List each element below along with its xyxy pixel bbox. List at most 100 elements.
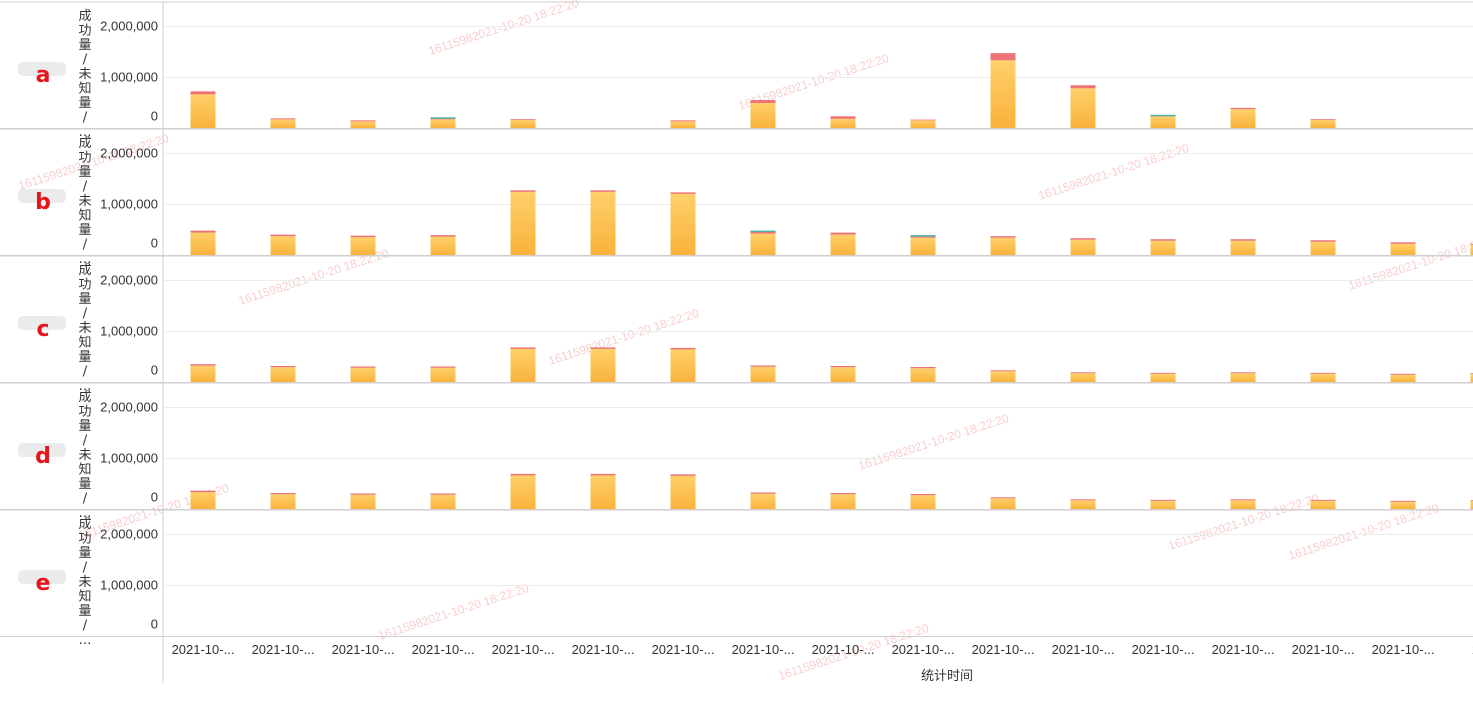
bar-success	[830, 494, 856, 509]
bar-success	[670, 349, 696, 382]
bar-success	[190, 94, 216, 128]
x-tick-label: 2021-10-...	[172, 642, 235, 657]
bar-unknown	[750, 365, 776, 367]
bar-success	[510, 191, 536, 255]
bar-unknown	[910, 236, 936, 238]
bar-unknown	[750, 231, 776, 234]
bar-success	[670, 475, 696, 509]
y-tick-label: 1,000,000	[100, 70, 158, 85]
y-axis-title-char: 量	[78, 419, 91, 434]
y-axis-title-char: 成	[78, 517, 91, 532]
y-axis-title-char: 成	[78, 136, 91, 151]
bar-success	[990, 237, 1016, 255]
y-tick-label: 2,000,000	[100, 273, 158, 288]
bar-unknown	[510, 347, 536, 349]
y-tick-label: 1,000,000	[100, 451, 158, 466]
bar-unknown	[910, 119, 936, 121]
bar-unknown	[670, 192, 696, 194]
bar-unknown	[270, 365, 296, 368]
bar-unknown	[350, 235, 376, 238]
row-label-d: d	[35, 444, 51, 469]
bar-unknown	[1230, 372, 1256, 374]
bar-unknown	[670, 347, 696, 350]
bar-success	[1230, 373, 1256, 382]
bar-unknown	[910, 366, 936, 369]
x-tick-label: 2021-10-...	[1132, 642, 1195, 657]
bar-unknown	[1070, 85, 1096, 89]
bar-unknown	[1230, 499, 1256, 501]
x-tick-label: 2021-10-...	[892, 642, 955, 657]
bar-success	[430, 367, 456, 382]
bar-unknown	[190, 364, 216, 366]
bar-other	[750, 230, 776, 233]
row-label-blur	[18, 62, 66, 76]
row-label-blur	[18, 570, 66, 584]
bar-success	[830, 367, 856, 382]
bar-unknown	[430, 235, 456, 237]
bar-unknown	[1230, 239, 1256, 241]
watermark-text: 16115982021-10-20 18:22:20	[17, 131, 171, 193]
y-tick-label: 1,000,000	[100, 578, 158, 593]
y-tick-label: 1,000,000	[100, 197, 158, 212]
bar-success	[510, 475, 536, 509]
bar-unknown	[430, 493, 456, 495]
bar-success	[590, 475, 616, 509]
bar-success	[270, 494, 296, 509]
bar-success	[990, 60, 1016, 128]
y-axis-title-char: /	[83, 492, 88, 507]
bar-success	[750, 103, 776, 128]
bar-success	[1390, 501, 1416, 509]
y-axis-title-char: 知	[78, 462, 91, 478]
bar-unknown	[910, 493, 936, 496]
bar-success	[190, 232, 216, 255]
y-tick-label: 0	[151, 617, 158, 632]
x-tick-label: 2021-10-...	[1292, 642, 1355, 657]
row-label-b: b	[35, 190, 51, 215]
bar-unknown	[1310, 240, 1336, 242]
y-axis-title-char: 成	[78, 9, 91, 24]
y-axis-title-char: 知	[78, 81, 91, 97]
y-axis-title-char: /	[83, 561, 88, 576]
bar-unknown	[510, 473, 536, 476]
y-axis-title-char: 功	[78, 278, 91, 293]
row-label-e: e	[36, 571, 51, 596]
bar-unknown	[830, 492, 856, 495]
bar-unknown	[190, 230, 216, 233]
bar-unknown	[270, 234, 296, 237]
y-axis-title-char: /	[83, 365, 88, 380]
y-axis-title-char: 功	[78, 532, 91, 547]
y-axis-title-char: /	[83, 111, 88, 126]
bar-success	[1230, 109, 1256, 128]
y-axis-title-char: 未	[78, 67, 91, 82]
bar-success	[1150, 116, 1176, 128]
bar-unknown	[990, 370, 1016, 372]
bar-success	[1070, 239, 1096, 255]
bar-success	[910, 368, 936, 382]
y-axis-title-char: /	[83, 53, 88, 68]
bar-unknown	[1230, 107, 1256, 110]
bar-other	[1150, 114, 1176, 117]
y-axis-title-char: /	[83, 307, 88, 322]
y-axis-title-char: 成	[78, 390, 91, 405]
x-tick-label: 2021-10-...	[652, 642, 715, 657]
y-axis-title-char: 未	[78, 321, 91, 336]
bar-unknown	[830, 232, 856, 235]
bar-success	[1150, 240, 1176, 255]
y-tick-label: 0	[151, 490, 158, 505]
x-tick-label: 2021-10-...	[1052, 642, 1115, 657]
y-axis-title-char: /	[83, 180, 88, 195]
bar-success	[830, 234, 856, 255]
bar-unknown	[990, 53, 1016, 61]
bar-unknown	[510, 119, 536, 120]
bar-success	[350, 367, 376, 382]
bar-success	[1230, 500, 1256, 509]
x-tick-label: 2021-10-...	[572, 642, 635, 657]
bar-unknown	[830, 365, 856, 368]
x-tick-label: 2021-10-...	[732, 642, 795, 657]
bar-unknown	[350, 120, 376, 122]
bar-unknown	[1150, 499, 1176, 501]
bar-success	[1230, 240, 1256, 255]
bar-unknown	[750, 492, 776, 494]
bar-success	[1070, 88, 1096, 128]
